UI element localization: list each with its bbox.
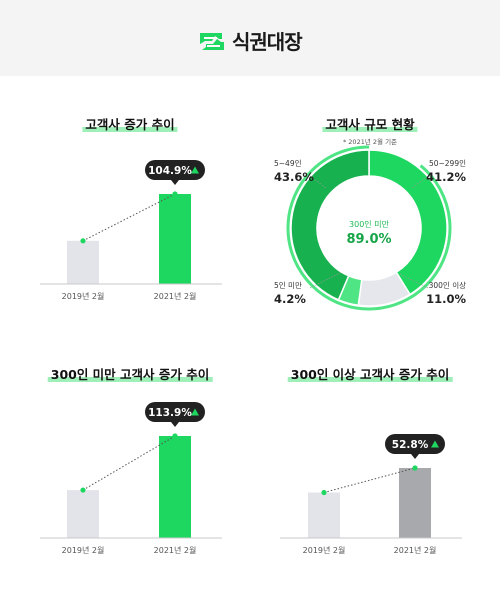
bar (67, 240, 99, 284)
slice-label: 300인 이상 11.0% (426, 281, 466, 306)
data-point (80, 487, 86, 493)
data-point (321, 489, 327, 496)
chart-title: 300인 미만 고객사 증가 추이 (47, 364, 213, 383)
leader-line (411, 175, 429, 189)
trend-up-icon (191, 166, 199, 174)
ticket-chat-icon (200, 32, 224, 50)
growth-bubble: 113.9% (145, 402, 205, 427)
growth-value: 52.8% (392, 439, 429, 451)
bar (399, 468, 431, 538)
chart-customer-composition: 고객사 규모 현황 * 2021년 2월 기준 5~49인 43.6% 50~29… (250, 76, 500, 326)
category-label: 2019년 2월 (62, 291, 105, 301)
pie-slice (290, 149, 370, 301)
trend-up-icon (191, 408, 199, 416)
slice-label: 5인 미만 4.2% (274, 281, 306, 306)
pie-slice (368, 149, 448, 296)
bar (308, 492, 340, 538)
data-point (412, 465, 418, 471)
growth-value: 104.9% (148, 165, 192, 177)
data-point (80, 238, 86, 244)
chart-over300-growth: 300인 이상 고객사 증가 추이 2019년 2월 2021년 2월 52.8% (250, 326, 500, 591)
donut-center-label: 300인 미만 89.0% (346, 220, 392, 247)
chart-total-growth: 고객사 증가 추이 2019년 2월 2021년 2월 104.9% (0, 76, 250, 326)
under300-ring (286, 145, 452, 311)
brand-name: 식권대장 (232, 30, 303, 54)
bar (67, 490, 99, 538)
bar (159, 194, 191, 284)
chart-note: * 2021년 2월 기준 (342, 138, 398, 146)
chart-title: 300인 이상 고객사 증가 추이 (287, 364, 453, 383)
growth-bubble: 104.9% (145, 160, 205, 185)
data-point (172, 433, 178, 439)
growth-value: 113.9% (148, 407, 192, 419)
growth-bubble: 52.8% (385, 434, 445, 459)
trend-up-icon (431, 440, 439, 448)
donut-hole (327, 186, 411, 270)
page-header: 식권대장 (0, 0, 500, 76)
leader-line (399, 273, 429, 289)
category-label: 2019년 2월 (62, 545, 105, 555)
chart-title: 고객사 규모 현황 (322, 114, 418, 133)
category-label: 2021년 2월 (154, 545, 197, 555)
bar (159, 436, 191, 538)
category-label: 2021년 2월 (154, 291, 197, 301)
trend-line (82, 435, 176, 491)
category-label: 2021년 2월 (394, 545, 437, 555)
chart-under300-growth: 300인 미만 고객사 증가 추이 2019년 2월 2021년 2월 113.9% (0, 326, 250, 591)
slice-label: 5~49인 43.6% (274, 159, 314, 184)
data-point (172, 191, 178, 197)
brand-logo: 식권대장 (198, 26, 303, 55)
chart-title: 고객사 증가 추이 (82, 114, 178, 133)
leader-line (309, 175, 327, 189)
slice-label: 50~299인 41.2% (426, 159, 466, 184)
category-label: 2019년 2월 (303, 545, 346, 555)
